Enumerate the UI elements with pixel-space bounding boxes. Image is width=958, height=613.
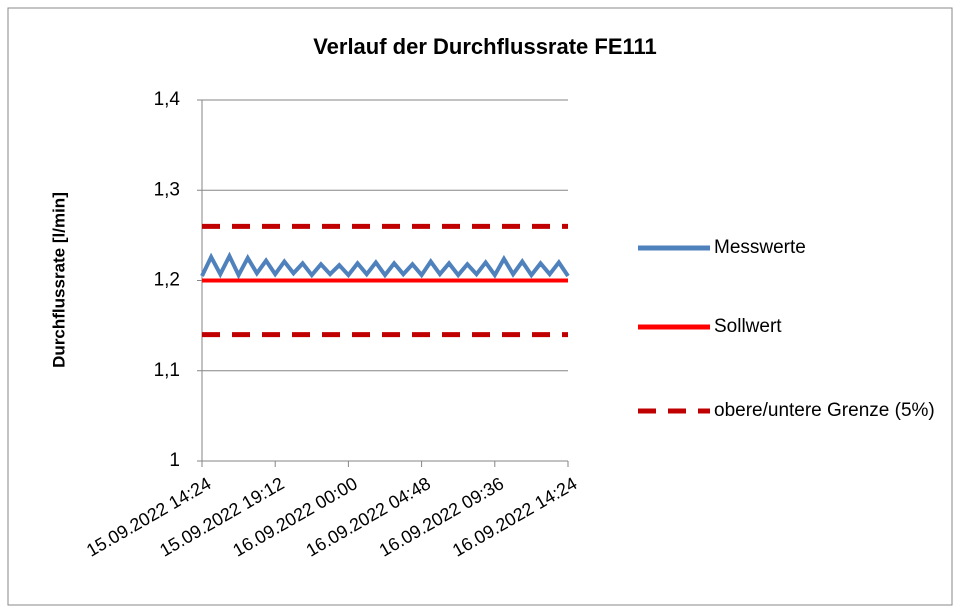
chart-border	[7, 7, 953, 606]
y-tick-label: 1,1	[154, 360, 180, 381]
legend-label: obere/untere Grenze (5%)	[714, 400, 935, 421]
y-tick-label: 1,3	[154, 179, 180, 200]
y-axis-title: Durchflussrate [l/min]	[49, 192, 68, 368]
line-series	[200, 251, 570, 280]
y-tick-label: 1,4	[154, 89, 181, 110]
legend-label: Sollwert	[714, 316, 782, 337]
y-tick-label: 1	[169, 450, 180, 471]
chart-title: Verlauf der Durchflussrate FE111	[313, 34, 657, 59]
legend-label: Messwerte	[714, 237, 806, 258]
y-tick-label: 1,2	[154, 270, 180, 291]
